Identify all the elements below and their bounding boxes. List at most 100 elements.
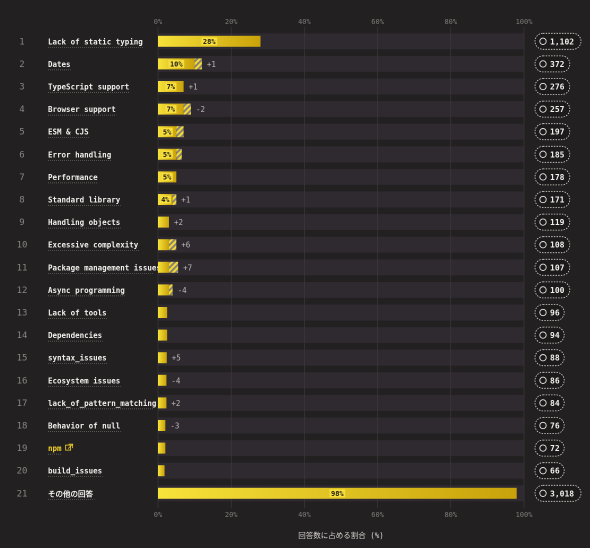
bar-row: 4 Browser support 7% -2 257	[19, 100, 571, 118]
value-label: 7%	[167, 83, 176, 91]
value-label-bg	[201, 37, 218, 46]
count-badge: 372	[534, 55, 571, 73]
count-badge: 197	[534, 123, 571, 141]
count-badge: 66	[534, 462, 565, 480]
bar-hatched-segment	[172, 194, 177, 205]
circle-icon	[539, 489, 547, 497]
category-label: Excessive complexity	[48, 241, 139, 250]
rank-number: 19	[17, 444, 28, 454]
count-badge: 94	[534, 326, 565, 344]
circle-icon	[539, 354, 547, 362]
delta-label: -4	[178, 286, 188, 295]
count-value: 178	[550, 173, 565, 182]
circle-icon	[539, 467, 547, 475]
row-band	[158, 101, 524, 118]
bar-row: 21 その他の回答 98% 3,018	[17, 484, 582, 502]
count-value: 276	[550, 83, 565, 92]
value-label-bg	[161, 150, 173, 159]
rank-number: 11	[17, 263, 28, 273]
x-tick-label-bottom: 60%	[371, 511, 384, 519]
bar	[158, 465, 165, 477]
bar-row: 8 Standard library 4% +1 171	[19, 191, 571, 208]
bar-hatched-segment	[168, 284, 173, 296]
bar-row: 12 Async programming -4 100	[17, 281, 571, 299]
category-label: Performance	[48, 173, 98, 182]
circle-icon	[539, 60, 547, 68]
delta-label: +1	[189, 83, 198, 92]
external-link-icon	[65, 443, 74, 451]
row-band	[158, 146, 524, 163]
rank-number: 20	[17, 467, 28, 477]
count-value: 86	[550, 376, 560, 385]
category-label: その他の回答	[48, 488, 93, 498]
value-label: 4%	[161, 196, 170, 204]
category-link[interactable]: npm	[48, 444, 62, 453]
x-tick-label-top: 80%	[444, 18, 457, 26]
bar	[158, 374, 167, 386]
rank-number: 17	[17, 399, 28, 409]
bar-hatched-segment	[176, 148, 182, 160]
value-label-bg	[168, 59, 185, 68]
rank-number: 15	[17, 354, 28, 364]
row-band	[158, 236, 524, 253]
bar-row: 20 build_issues 66	[17, 462, 565, 480]
count-badge: 107	[534, 258, 571, 276]
row-band	[158, 349, 524, 366]
category-label: Dates	[48, 60, 71, 69]
count-value: 72	[550, 444, 560, 453]
rank-number: 16	[17, 376, 28, 386]
bar	[158, 307, 168, 318]
count-badge: 276	[534, 78, 571, 95]
row-band	[158, 281, 524, 298]
row-band	[158, 304, 524, 321]
circle-icon	[539, 444, 547, 452]
circle-icon	[539, 241, 547, 249]
count-value: 100	[550, 286, 565, 295]
circle-icon	[539, 105, 547, 113]
count-badge: 108	[534, 236, 571, 254]
x-tick-label-bottom: 20%	[225, 511, 238, 519]
rank-number: 13	[17, 309, 28, 319]
count-value: 197	[550, 128, 565, 137]
bar-row: 5 ESM & CJS 5% 197	[19, 123, 571, 141]
delta-label: -4	[171, 376, 181, 385]
rank-number: 21	[17, 489, 28, 499]
bar-row: 7 Performance 5% 178	[19, 168, 571, 186]
x-axis-bottom: 0% 20% 40% 60% 80% 100%	[154, 511, 533, 519]
rank-number: 6	[19, 150, 24, 160]
x-tick-label-top: 100%	[516, 18, 534, 26]
bar-row: 19 npm 72	[17, 439, 565, 457]
circle-icon	[539, 37, 547, 45]
category-label: Lack of tools	[48, 309, 107, 318]
count-value: 108	[550, 241, 565, 250]
bar-row: 15 syntax_issues +5 88	[17, 349, 565, 367]
delta-label: -2	[196, 105, 205, 114]
count-badge: 76	[534, 417, 565, 434]
bar	[158, 261, 169, 273]
count-badge: 171	[534, 191, 571, 208]
rows: 1 Lack of static typing 28% 1,102 2 Dates 10% +…	[17, 32, 582, 502]
count-badge: 88	[534, 349, 565, 367]
bar	[158, 397, 167, 409]
count-value: 96	[550, 309, 560, 318]
category-label: Dependencies	[48, 331, 102, 340]
bar	[158, 420, 166, 431]
count-value: 94	[550, 331, 560, 340]
circle-icon	[539, 263, 547, 271]
bar	[158, 329, 168, 341]
bar-row: 10 Excessive complexity +6 108	[17, 236, 571, 254]
bar-row: 1 Lack of static typing 28% 1,102	[19, 32, 582, 50]
row-band	[158, 440, 524, 457]
count-badge: 178	[534, 168, 571, 186]
category-label: Behavior of null	[48, 422, 120, 431]
value-label: 5%	[163, 174, 172, 182]
delta-label: +2	[171, 399, 180, 408]
value-label: 7%	[167, 106, 176, 114]
value-label: 10%	[170, 61, 183, 69]
circle-icon	[539, 218, 547, 226]
count-badge: 3,018	[534, 484, 582, 502]
rank-number: 2	[19, 60, 24, 70]
count-value: 1,102	[550, 37, 574, 46]
value-label-bg	[329, 489, 346, 498]
